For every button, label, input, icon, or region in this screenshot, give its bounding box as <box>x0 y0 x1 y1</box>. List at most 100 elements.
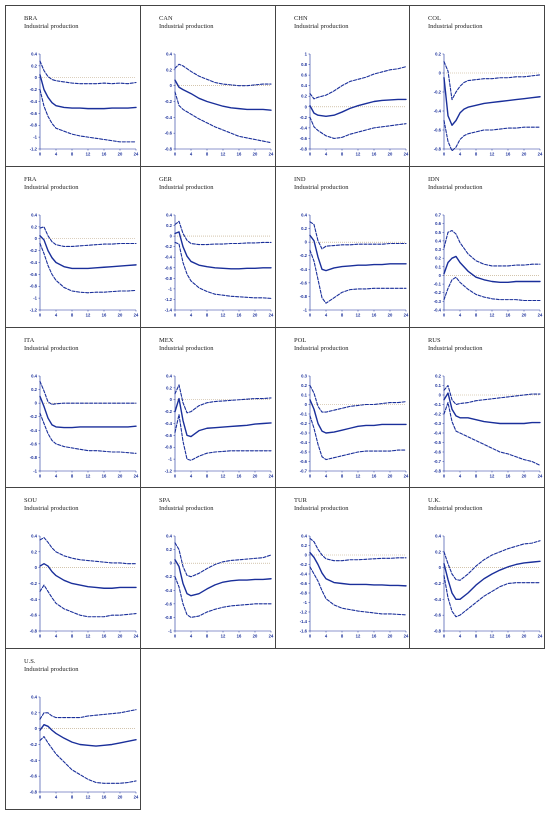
x-tick-label: 24 <box>538 312 543 317</box>
irf-median-line <box>174 559 272 597</box>
irf-median-line <box>39 234 137 269</box>
y-tick-label: -0.4 <box>434 108 442 113</box>
x-tick-label: 0 <box>174 312 177 317</box>
y-tick-label: -1 <box>33 295 37 300</box>
x-tick-label: 4 <box>55 312 58 317</box>
y-tick-label: -0.2 <box>434 411 442 416</box>
y-tick-label: -0.4 <box>30 99 38 104</box>
irf-confidence-band-line <box>174 576 272 619</box>
x-tick-label: 4 <box>459 473 462 478</box>
irf-confidence-band-line <box>308 384 407 413</box>
y-tick-label: 0.6 <box>435 221 441 226</box>
y-tick-label: -1.4 <box>299 619 307 624</box>
figure-grid: BRA Industrial production 0.4 0.2 0 -0.2 -0.4 -… <box>5 5 545 810</box>
x-tick-label: 0 <box>39 634 42 639</box>
x-tick-label: 0 <box>308 151 311 156</box>
y-tick-label: -0.3 <box>434 299 442 304</box>
x-tick-label: 4 <box>459 312 462 317</box>
y-tick-label: -0.4 <box>165 421 173 426</box>
y-tick-label: 0 <box>439 273 442 278</box>
irf-confidence-band-line <box>174 413 272 461</box>
irf-confidence-band-line <box>308 566 407 616</box>
y-tick-label: 0.2 <box>166 223 172 228</box>
y-tick-label: 0 <box>35 236 38 241</box>
y-tick-label: -1 <box>168 629 172 634</box>
irf-confidence-band-line <box>39 242 137 294</box>
y-tick-label: -0.4 <box>299 572 307 577</box>
y-tick-label: 0 <box>439 566 442 571</box>
x-tick-label: 4 <box>55 795 58 800</box>
x-tick-label: 0 <box>443 312 446 317</box>
x-tick-label: 0 <box>39 312 42 317</box>
irf-median-line <box>443 561 541 601</box>
y-tick-label: 0.2 <box>435 255 441 260</box>
y-tick-label: -1.2 <box>30 146 38 151</box>
y-tick-label: 0.4 <box>31 51 37 56</box>
y-tick-label: -0.2 <box>165 575 173 580</box>
y-tick-label: -0.4 <box>165 588 173 593</box>
chart-subtitle: Industrial production <box>159 23 214 30</box>
chart-title: RUS <box>428 337 441 344</box>
x-tick-label: 20 <box>118 795 123 800</box>
y-tick-label: -0.4 <box>30 260 38 265</box>
y-tick-label: -0.8 <box>165 276 173 281</box>
y-tick-label: -0.3 <box>434 421 442 426</box>
x-tick-label: 0 <box>174 151 177 156</box>
y-tick-label: -0.6 <box>299 459 307 464</box>
chart-title: IND <box>294 176 306 183</box>
y-tick-label: 0.4 <box>31 695 37 700</box>
chart-panel-us: U.S. Industrial production 0.4 0.2 0 -0.2 -0.4… <box>5 648 141 810</box>
chart-subtitle: Industrial production <box>159 345 214 352</box>
y-tick-label: 0.2 <box>301 543 307 548</box>
chart-panel-ind: IND Industrial production 0.4 0.2 0 -0.2 -0.4 -… <box>274 165 411 328</box>
x-tick-label: 12 <box>86 473 91 478</box>
x-tick-label: 24 <box>134 151 139 156</box>
chart-title: BRA <box>24 15 38 22</box>
x-tick-label: 24 <box>538 473 543 478</box>
y-tick-label: 0 <box>304 239 307 244</box>
y-tick-label: 0.3 <box>435 247 441 252</box>
y-tick-label: -0.6 <box>434 613 442 618</box>
chart-title: MEX <box>159 337 174 344</box>
y-tick-label: -0.6 <box>165 131 173 136</box>
x-tick-label: 20 <box>387 151 392 156</box>
x-tick-label: 24 <box>268 473 273 478</box>
x-tick-label: 12 <box>355 312 360 317</box>
x-tick-label: 24 <box>403 151 408 156</box>
y-tick-label: -0.2 <box>30 742 38 747</box>
x-tick-label: 8 <box>340 634 343 639</box>
y-tick-label: -0.8 <box>165 615 173 620</box>
chart-panel-tur: TUR Industrial production 0.4 0.2 0 -0.2 -0.4 -… <box>274 487 411 650</box>
chart-subtitle: Industrial production <box>159 184 214 191</box>
y-tick-label: 0 <box>304 402 307 407</box>
y-tick-label: 0.2 <box>166 547 172 552</box>
y-tick-label: -1 <box>168 286 172 291</box>
y-tick-label: 0 <box>35 726 38 731</box>
x-tick-label: 16 <box>102 151 107 156</box>
chart-title: CHN <box>294 15 308 22</box>
y-tick-label: -0.8 <box>434 146 442 151</box>
y-tick-label: -0.6 <box>165 432 173 437</box>
irf-confidence-band-line <box>308 538 407 562</box>
y-tick-label: 0.2 <box>435 550 441 555</box>
x-tick-label: 12 <box>490 634 495 639</box>
y-tick-label: 0 <box>169 233 172 238</box>
x-tick-label: 24 <box>403 473 408 478</box>
x-tick-label: 20 <box>387 634 392 639</box>
x-tick-label: 16 <box>371 312 376 317</box>
irf-confidence-band-line <box>443 276 541 301</box>
chart-title: COL <box>428 15 441 22</box>
chart-title: FRA <box>24 176 37 183</box>
chart-panel-pol: POL Industrial production 0.3 0.2 0.1 0 -0.1 -0… <box>274 326 411 489</box>
x-tick-label: 20 <box>522 473 527 478</box>
chart-panel-sou: SOU Industrial production 0.4 0.2 0 -0.2 -0.4 -… <box>5 487 141 650</box>
y-tick-label: -0.4 <box>434 307 442 312</box>
x-tick-label: 12 <box>220 151 225 156</box>
y-tick-label: -0.4 <box>434 430 442 435</box>
chart-panel-mex: MEX Industrial production 0.4 0.2 0 -0.2 -0.4 -… <box>139 326 276 489</box>
x-tick-label: 4 <box>190 312 193 317</box>
y-tick-label: 0.1 <box>435 264 441 269</box>
